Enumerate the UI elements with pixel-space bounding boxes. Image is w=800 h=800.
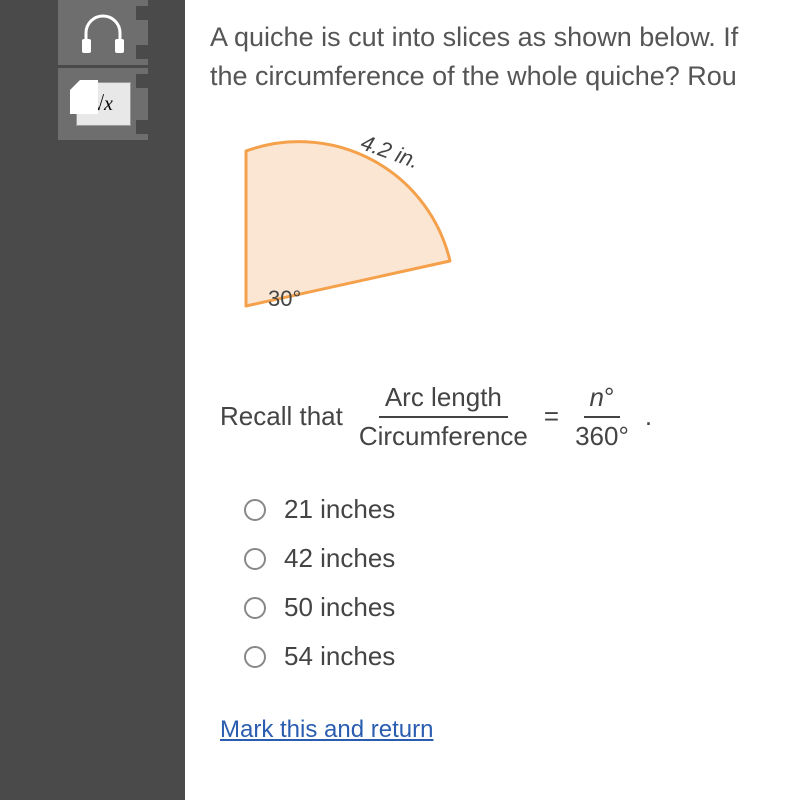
question-line-2: the circumference of the whole quiche? R…	[210, 57, 800, 96]
equals-sign: =	[544, 401, 559, 432]
frac1-num: Arc length	[379, 381, 508, 418]
tool-formula[interactable]: √x	[58, 68, 148, 140]
frac1-den: Circumference	[353, 418, 534, 453]
option-label: 50 inches	[284, 592, 395, 623]
sidebar: √x	[0, 0, 185, 800]
frac2-den: 360°	[569, 418, 635, 453]
question-line-1: A quiche is cut into slices as shown bel…	[210, 18, 800, 57]
option-label: 42 inches	[284, 543, 395, 574]
options-group: 21 inches 42 inches 50 inches 54 inches	[244, 494, 800, 672]
radio-icon	[244, 548, 266, 570]
fraction-left: Arc length Circumference	[353, 381, 534, 452]
option-label: 21 inches	[284, 494, 395, 525]
frac2-num: n°	[584, 381, 621, 418]
notch-bottom	[136, 45, 150, 59]
radio-icon	[244, 499, 266, 521]
tool-audio[interactable]	[58, 0, 148, 65]
notch-top-2	[136, 74, 150, 88]
quiche-diagram: 4.2 in. 30°	[220, 131, 500, 351]
fraction-right: n° 360°	[569, 381, 635, 452]
option-b[interactable]: 42 inches	[244, 543, 800, 574]
formula-period: .	[645, 401, 652, 432]
mark-and-return-link[interactable]: Mark this and return	[220, 716, 800, 744]
radio-icon	[244, 597, 266, 619]
angle-label: 30°	[268, 286, 301, 312]
sector-svg	[220, 131, 500, 351]
page-fold	[70, 80, 80, 90]
formula: Recall that Arc length Circumference = n…	[220, 381, 800, 452]
option-a[interactable]: 21 inches	[244, 494, 800, 525]
option-d[interactable]: 54 inches	[244, 641, 800, 672]
option-label: 54 inches	[284, 641, 395, 672]
formula-prefix: Recall that	[220, 401, 343, 432]
notch-top	[136, 6, 150, 20]
radio-icon	[244, 646, 266, 668]
notch-bottom-2	[136, 120, 150, 134]
content-panel: A quiche is cut into slices as shown bel…	[185, 0, 800, 800]
headphones-icon	[76, 9, 130, 57]
option-c[interactable]: 50 inches	[244, 592, 800, 623]
